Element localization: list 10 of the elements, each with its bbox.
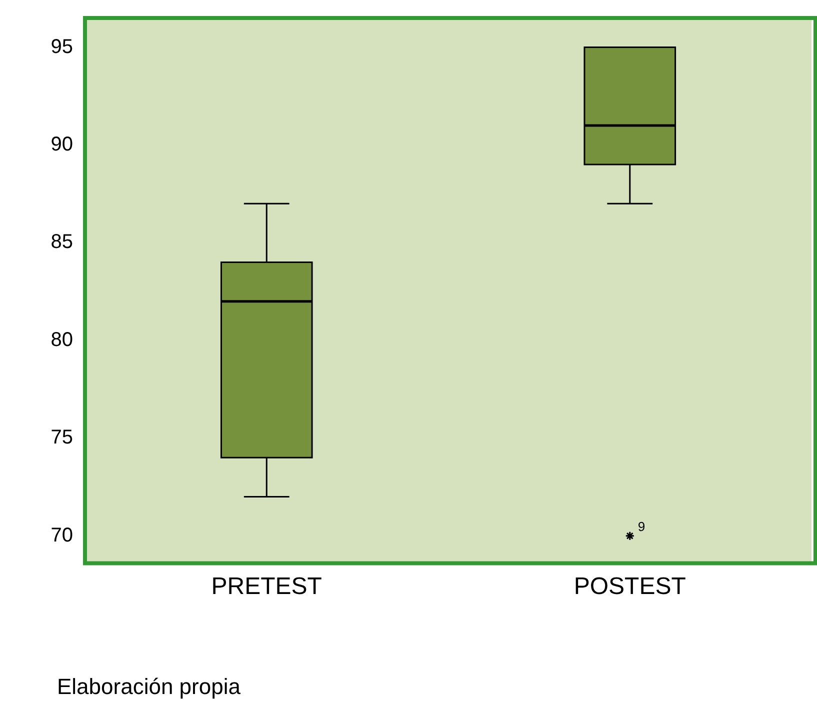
- y-tick-label: 90: [50, 134, 73, 156]
- x-tick-label: PRETEST: [211, 573, 322, 600]
- y-tick-label: 95: [50, 36, 73, 58]
- text: Elaboración propia: [57, 674, 242, 700]
- y-tick-label: 75: [50, 426, 73, 449]
- x-tick-label: POSTEST: [574, 573, 686, 600]
- annotation: 9: [638, 518, 646, 534]
- y-tick-label: 80: [50, 328, 73, 351]
- y-tick-label: 85: [50, 231, 73, 254]
- y-tick-label: 70: [50, 524, 73, 546]
